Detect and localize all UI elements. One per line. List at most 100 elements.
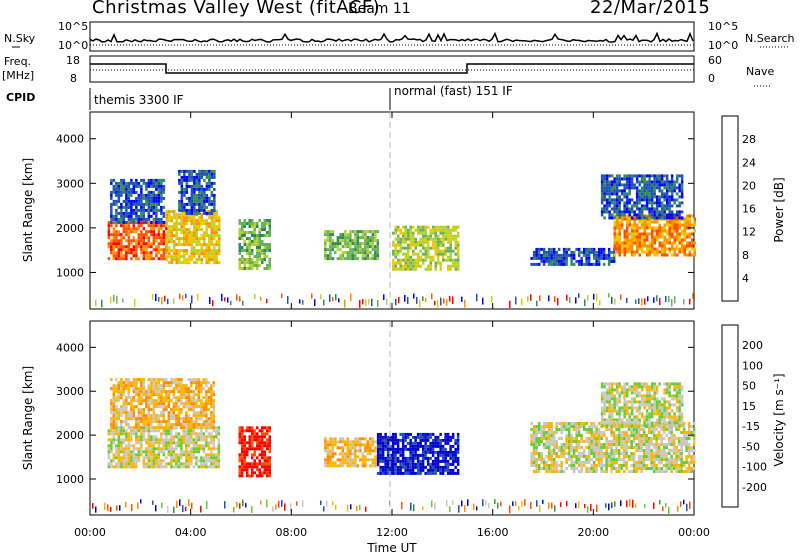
power-echo-cell xyxy=(641,232,644,236)
power-echo-cell xyxy=(638,247,641,251)
power-echo-cell xyxy=(648,207,651,211)
power-echo-cell xyxy=(643,180,646,184)
velocity-echo-cell xyxy=(167,453,171,457)
power-echo-cell xyxy=(349,239,352,243)
power-echo-cell xyxy=(200,175,204,179)
power-echo-cell xyxy=(132,220,136,224)
velocity-echo-cell xyxy=(587,449,591,452)
power-noise-cell xyxy=(425,297,427,303)
velocity-echo-cell xyxy=(364,458,367,462)
power-echo-cell xyxy=(537,262,541,266)
power-echo-cell xyxy=(437,243,440,247)
velocity-echo-cell xyxy=(172,402,176,406)
power-echo-cell xyxy=(198,211,201,215)
power-echo-cell xyxy=(210,211,214,215)
power-echo-cell xyxy=(613,216,616,220)
power-echo-cell xyxy=(638,238,641,242)
power-echo-cell xyxy=(162,236,166,240)
power-echo-cell xyxy=(643,235,646,239)
velocity-echo-cell xyxy=(241,462,244,466)
power-echo-cell xyxy=(605,180,609,184)
velocity-echo-cell xyxy=(251,453,254,457)
power-echo-cell xyxy=(162,196,166,200)
power-noise-cell xyxy=(338,298,340,303)
velocity-echo-cell xyxy=(147,402,151,406)
power-echo-cell xyxy=(205,169,209,173)
power-echo-cell xyxy=(132,202,136,206)
power-echo-cell xyxy=(208,240,211,244)
velocity-echo-cell xyxy=(135,441,138,445)
power-echo-cell xyxy=(661,244,664,248)
velocity-echo-cell xyxy=(572,470,576,473)
velocity-echo-cell xyxy=(167,381,171,385)
velocity-echo-cell xyxy=(615,443,618,446)
velocity-echo-cell xyxy=(167,399,171,403)
velocity-echo-cell xyxy=(261,453,264,457)
power-echo-cell xyxy=(668,213,671,217)
velocity-echo-cell xyxy=(545,422,548,425)
power-echo-cell xyxy=(261,252,264,255)
power-echo-cell xyxy=(658,235,661,239)
power-echo-cell xyxy=(600,207,604,211)
velocity-echo-cell xyxy=(202,435,206,439)
velocity-echo-cell xyxy=(210,423,213,427)
velocity-echo-cell xyxy=(354,452,357,456)
power-noise-cell xyxy=(509,300,511,308)
power-echo-cell xyxy=(198,240,201,244)
power-echo-cell xyxy=(613,232,616,236)
power-echo-cell xyxy=(127,242,131,246)
velocity-echo-cell xyxy=(381,453,385,457)
power-echo-cell xyxy=(205,175,209,179)
power-echo-cell xyxy=(120,245,123,249)
power-echo-cell xyxy=(585,256,588,260)
velocity-echo-cell xyxy=(552,449,556,452)
velocity-echo-cell xyxy=(545,464,548,467)
velocity-echo-cell xyxy=(115,450,118,454)
velocity-echo-cell xyxy=(112,465,116,469)
velocity-echo-cell xyxy=(243,447,246,451)
power-echo-cell xyxy=(658,183,661,187)
power-echo-cell xyxy=(183,252,186,256)
power-echo-cell xyxy=(552,250,556,254)
velocity-echo-cell xyxy=(595,443,598,446)
velocity-echo-cell xyxy=(140,438,143,442)
power-echo-cell xyxy=(663,250,666,254)
velocity-echo-cell xyxy=(125,405,128,409)
velocity-echo-cell xyxy=(592,437,596,440)
power-echo-cell xyxy=(422,261,425,265)
velocity-echo-cell xyxy=(125,384,128,388)
power-echo-cell xyxy=(147,178,151,182)
velocity-echo-cell xyxy=(202,378,206,382)
velocity-echo-cell xyxy=(135,429,138,433)
power-echo-cell xyxy=(180,225,183,229)
velocity-echo-cell xyxy=(431,468,435,472)
power-echo-cell xyxy=(205,258,208,262)
velocity-echo-cell xyxy=(112,423,116,427)
power-echo-cell xyxy=(600,253,603,257)
velocity-echo-cell xyxy=(212,390,216,394)
power-echo-cell xyxy=(195,225,198,229)
velocity-echo-cell xyxy=(346,437,350,441)
power-echo-cell xyxy=(162,224,166,228)
velocity-echo-cell xyxy=(122,456,126,460)
power-echo-cell xyxy=(366,245,370,249)
velocity-echo-cell xyxy=(381,471,385,475)
power-echo-cell xyxy=(243,225,246,228)
velocity-echo-cell xyxy=(419,435,422,439)
power-echo-cell xyxy=(668,186,671,190)
velocity-echo-cell xyxy=(120,411,123,415)
power-echo-cell xyxy=(178,190,181,194)
velocity-echo-cell xyxy=(331,446,335,450)
power-echo-cell xyxy=(371,245,375,249)
velocity-echo-cell xyxy=(376,456,380,460)
power-echo-cell xyxy=(268,258,271,261)
velocity-echo-cell xyxy=(200,411,203,415)
velocity-echo-cell xyxy=(590,437,593,440)
velocity-echo-cell xyxy=(411,462,415,466)
velocity-echo-cell xyxy=(600,431,603,434)
velocity-echo-cell xyxy=(582,455,586,458)
power-echo-cell xyxy=(147,184,151,188)
power-echo-cell xyxy=(645,216,649,220)
power-echo-cell xyxy=(404,252,407,256)
power-echo-cell xyxy=(326,257,330,261)
